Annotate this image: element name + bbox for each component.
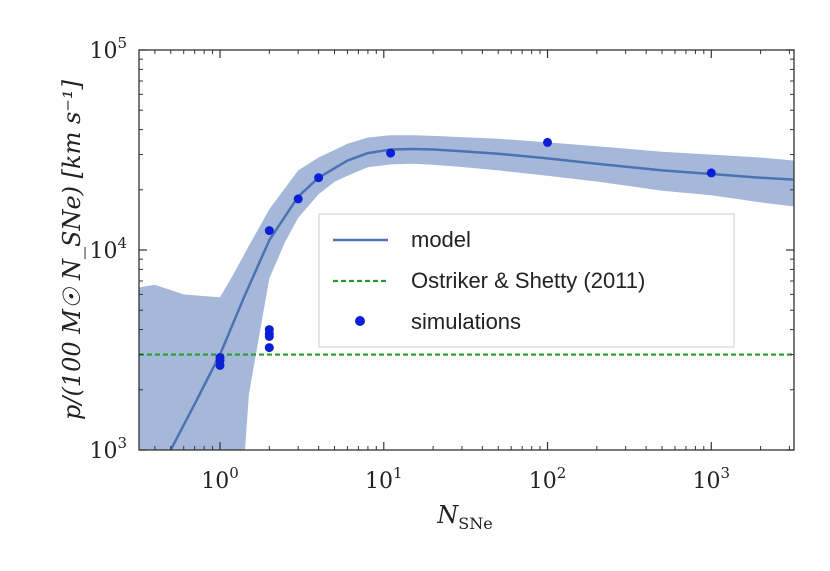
y-tick-label: 103: [89, 434, 127, 464]
x-axis-label: NSNe: [436, 501, 492, 533]
simulation-point: [264, 331, 274, 341]
simulation-point: [706, 168, 716, 178]
legend-reference-label: Ostriker & Shetty (2011): [411, 268, 645, 293]
legend-simulations-label: simulations: [411, 309, 521, 334]
legend: model Ostriker & Shetty (2011) simulatio…: [318, 213, 735, 348]
simulation-point: [314, 173, 324, 183]
legend-model-label: model: [411, 227, 471, 252]
x-tick-label: 102: [529, 464, 567, 494]
x-tick-label: 101: [365, 464, 403, 494]
x-tick-label: 103: [693, 464, 731, 494]
plot-content: [139, 135, 794, 450]
y-tick-label: 105: [89, 34, 127, 64]
simulation-point: [264, 343, 274, 353]
y-axis-ticks: 103 104 105: [89, 34, 794, 464]
simulation-points: [215, 137, 716, 370]
simulation-point: [264, 226, 274, 236]
simulation-point: [215, 360, 225, 370]
simulation-point: [293, 194, 303, 204]
x-axis-ticks: 100 101 102 103: [154, 50, 790, 494]
y-axis-label: p/(100 M☉ N_SNe) [km s⁻¹]: [58, 79, 86, 420]
x-tick-label: 100: [201, 464, 239, 494]
simulation-point: [543, 137, 552, 147]
legend-box: [318, 213, 735, 348]
model-line: [169, 147, 794, 450]
y-tick-label: 104: [89, 234, 127, 264]
simulation-point: [386, 148, 396, 158]
legend-simulations-swatch: [355, 316, 365, 326]
uncertainty-band: [139, 135, 794, 450]
